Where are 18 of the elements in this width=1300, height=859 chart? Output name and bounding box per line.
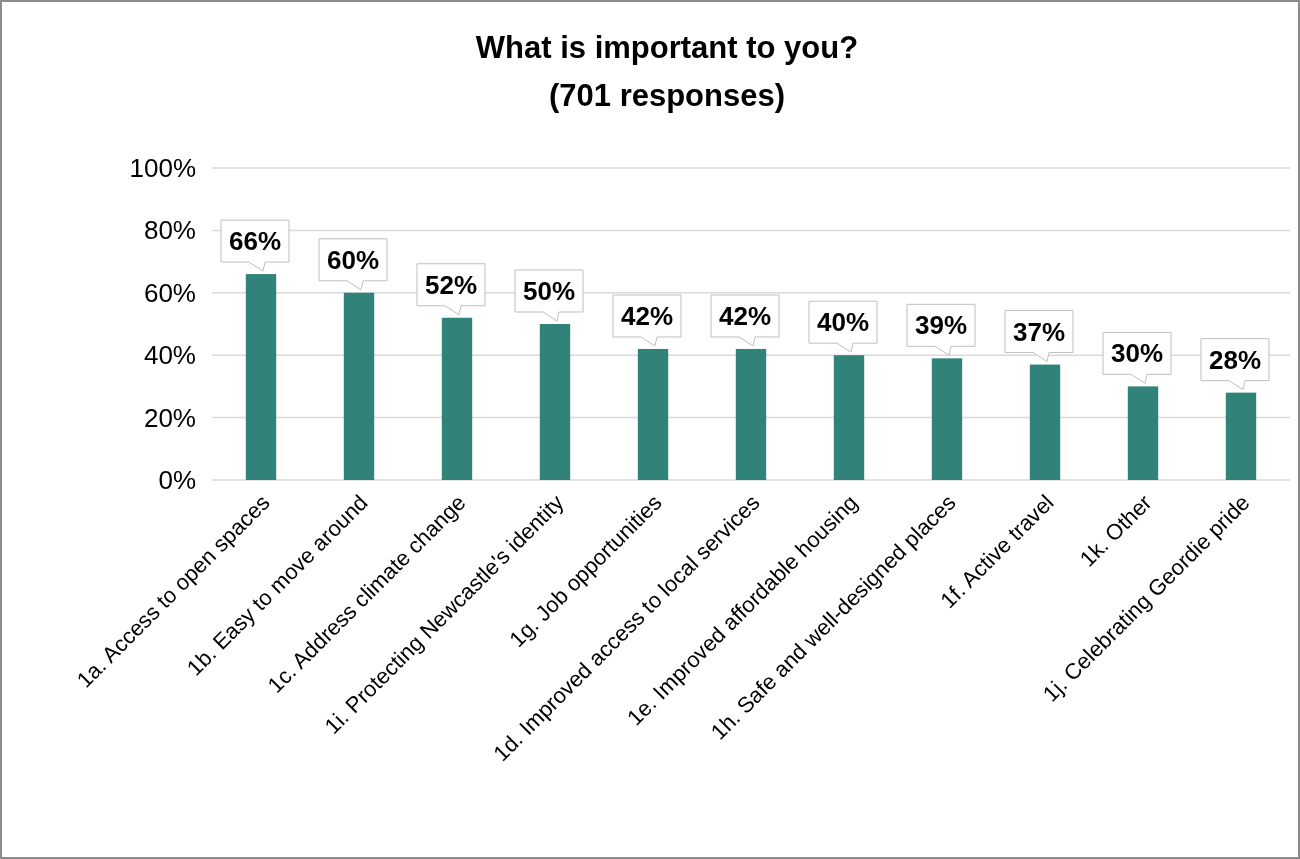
- data-label: 40%: [816, 307, 870, 338]
- data-label: 39%: [914, 310, 968, 341]
- y-tick-label: 60%: [143, 277, 196, 308]
- data-label: 42%: [718, 300, 772, 331]
- data-label: 37%: [1012, 316, 1066, 347]
- data-label: 28%: [1208, 344, 1262, 375]
- data-label: 30%: [1110, 338, 1164, 369]
- y-tick-label: 0%: [158, 465, 196, 495]
- y-tick-label: 80%: [143, 215, 196, 246]
- chart-title: What is important to you? (701 responses): [475, 30, 859, 113]
- data-label: 42%: [620, 300, 674, 331]
- data-label: 66%: [228, 226, 282, 257]
- y-tick-label: 20%: [143, 402, 196, 433]
- data-label: 60%: [326, 244, 380, 275]
- y-tick-label: 100%: [129, 153, 196, 183]
- data-label: 50%: [522, 276, 576, 306]
- y-tick-label: 40%: [143, 340, 196, 371]
- data-label: 52%: [424, 269, 478, 300]
